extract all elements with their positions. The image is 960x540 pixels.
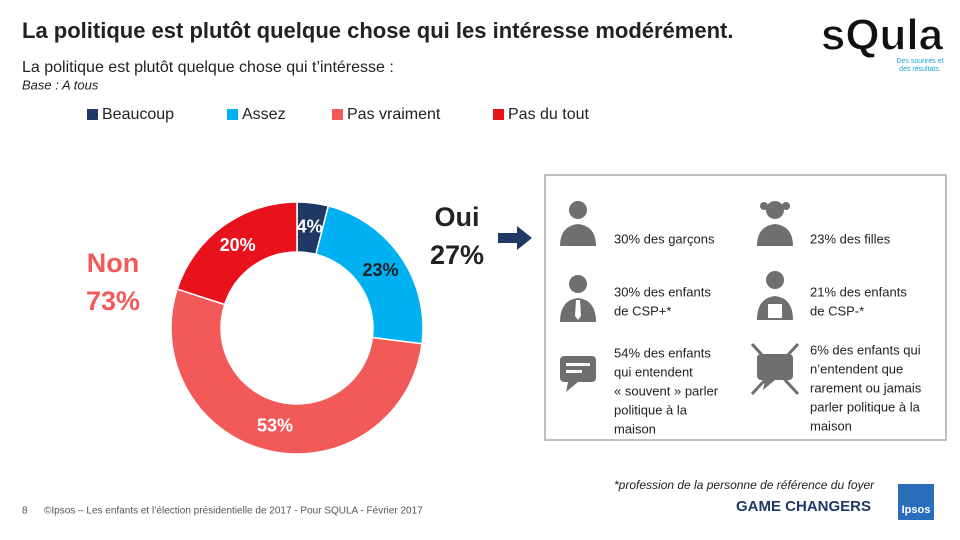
no-speech-icon [750, 342, 800, 396]
legend-label: Assez [242, 106, 286, 123]
legend-label: Pas du tout [508, 106, 590, 123]
detail-text: 54% des enfants [614, 345, 711, 360]
legend-swatch [493, 109, 504, 120]
detail-text: n’entendent que [810, 361, 903, 376]
value-label: 20% [220, 235, 256, 255]
legend-label: Beaucoup [102, 106, 174, 123]
detail-text: maison [614, 421, 656, 436]
worker-icon [757, 271, 793, 320]
squla-logo: sQula Des sourires et des résultats. [820, 10, 944, 73]
non-label: Non [87, 248, 139, 278]
detail-text: 21% des enfants [810, 284, 907, 299]
value-label: 4% [297, 217, 323, 237]
detail-items: 30% des garçons 23% des filles 30% des enf… [614, 231, 922, 436]
legend: Beaucoup Assez Pas vraiment Pas du tout [87, 106, 590, 123]
oui-label: Oui [435, 202, 480, 232]
logo-slogan: Des sourires et [896, 58, 943, 65]
detail-text: de CSP+* [614, 303, 671, 318]
speech-icon [560, 356, 596, 392]
boy-icon [560, 201, 596, 246]
non-value: 73% [86, 286, 140, 316]
girl-icon [757, 201, 793, 246]
detail-text: parler politique à la [810, 399, 921, 414]
detail-text: 6% des enfants qui [810, 342, 921, 357]
legend-label: Pas vraiment [347, 106, 441, 123]
detail-text: de CSP-* [810, 303, 864, 318]
detail-text: 30% des enfants [614, 284, 711, 299]
legend-swatch [87, 109, 98, 120]
logo-text: sQula [821, 11, 944, 60]
legend-swatch [332, 109, 343, 120]
subtitle: La politique est plutôt quelque chose qu… [22, 59, 394, 76]
detail-box [544, 174, 947, 441]
legend-swatch [227, 109, 238, 120]
value-label: 23% [363, 260, 399, 280]
ipsos-text: Ipsos [902, 504, 931, 516]
icons [560, 201, 800, 396]
donut-chart: 4% 23% 53% 20% [170, 201, 424, 455]
donut-segment [176, 201, 298, 306]
arrow [498, 226, 532, 250]
detail-text: 30% des garçons [614, 231, 715, 246]
value-label: 53% [257, 415, 293, 435]
logo-slogan: des résultats. [899, 66, 941, 73]
source: ©Ipsos – Les enfants et l’élection prési… [44, 506, 423, 517]
detail-text: 23% des filles [810, 231, 891, 246]
base-note: Base : A tous [22, 77, 99, 92]
detail-text: rarement ou jamais [810, 380, 922, 395]
oui-value: 27% [430, 240, 484, 270]
slide-title: La politique est plutôt quelque chose qu… [22, 18, 733, 43]
donut-segment [170, 288, 423, 455]
detail-text: qui entendent [614, 364, 693, 379]
detail-text: politique à la [614, 402, 688, 417]
detail-text: maison [810, 418, 852, 433]
detail-text: « souvent » parler [614, 383, 719, 398]
man-icon [560, 275, 596, 322]
ipsos-logo [898, 484, 934, 520]
page-number: 8 [22, 506, 28, 517]
footnote: *profession de la personne de référence … [614, 478, 875, 492]
tagline: GAME CHANGERS [736, 498, 871, 515]
